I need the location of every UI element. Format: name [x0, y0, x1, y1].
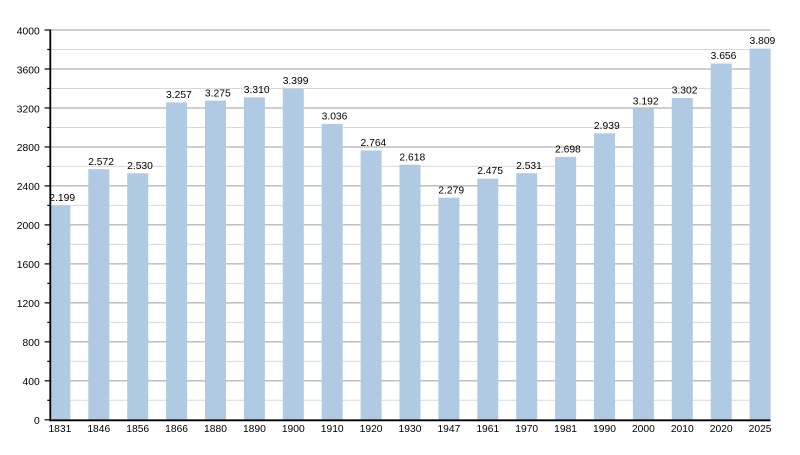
svg-text:1890: 1890 — [243, 424, 266, 435]
svg-text:2.475: 2.475 — [477, 166, 503, 177]
svg-text:400: 400 — [23, 377, 40, 388]
svg-text:3.257: 3.257 — [166, 90, 192, 101]
svg-text:1200: 1200 — [17, 299, 40, 310]
svg-text:2.531: 2.531 — [516, 161, 542, 172]
svg-text:1910: 1910 — [321, 424, 344, 435]
svg-text:3.036: 3.036 — [322, 112, 348, 123]
svg-text:1866: 1866 — [165, 424, 188, 435]
svg-text:1990: 1990 — [593, 424, 616, 435]
svg-text:1846: 1846 — [87, 424, 110, 435]
svg-text:1961: 1961 — [476, 424, 499, 435]
svg-text:2.764: 2.764 — [361, 138, 387, 149]
svg-text:4000: 4000 — [17, 26, 40, 37]
svg-text:1981: 1981 — [554, 424, 577, 435]
svg-text:2.698: 2.698 — [555, 144, 581, 155]
svg-text:3.399: 3.399 — [283, 76, 309, 87]
svg-text:1947: 1947 — [437, 424, 460, 435]
svg-text:2.530: 2.530 — [127, 161, 153, 172]
svg-text:2.199: 2.199 — [49, 193, 75, 204]
svg-text:3.310: 3.310 — [244, 85, 270, 96]
svg-text:800: 800 — [23, 338, 40, 349]
svg-text:3.809: 3.809 — [750, 36, 776, 47]
svg-text:2.572: 2.572 — [88, 157, 114, 168]
svg-text:2025: 2025 — [749, 424, 772, 435]
svg-text:1930: 1930 — [399, 424, 422, 435]
svg-text:1900: 1900 — [282, 424, 305, 435]
svg-text:3.192: 3.192 — [633, 96, 659, 107]
svg-text:1880: 1880 — [204, 424, 227, 435]
svg-text:2000: 2000 — [632, 424, 655, 435]
svg-text:3.275: 3.275 — [205, 88, 231, 99]
svg-text:3.656: 3.656 — [711, 51, 737, 62]
svg-text:3600: 3600 — [17, 65, 40, 76]
svg-text:2000: 2000 — [17, 221, 40, 232]
svg-text:2.939: 2.939 — [594, 121, 620, 132]
svg-text:1920: 1920 — [360, 424, 383, 435]
svg-text:3200: 3200 — [17, 104, 40, 115]
svg-text:2.618: 2.618 — [399, 152, 425, 163]
svg-text:2020: 2020 — [710, 424, 733, 435]
svg-text:1831: 1831 — [48, 424, 71, 435]
svg-text:1856: 1856 — [126, 424, 149, 435]
svg-text:0: 0 — [34, 416, 40, 427]
svg-text:1600: 1600 — [17, 260, 40, 271]
svg-text:2010: 2010 — [671, 424, 694, 435]
svg-text:2.279: 2.279 — [438, 185, 464, 196]
svg-text:2800: 2800 — [17, 143, 40, 154]
svg-text:3.302: 3.302 — [672, 86, 698, 97]
svg-text:1970: 1970 — [515, 424, 538, 435]
svg-text:2400: 2400 — [17, 182, 40, 193]
